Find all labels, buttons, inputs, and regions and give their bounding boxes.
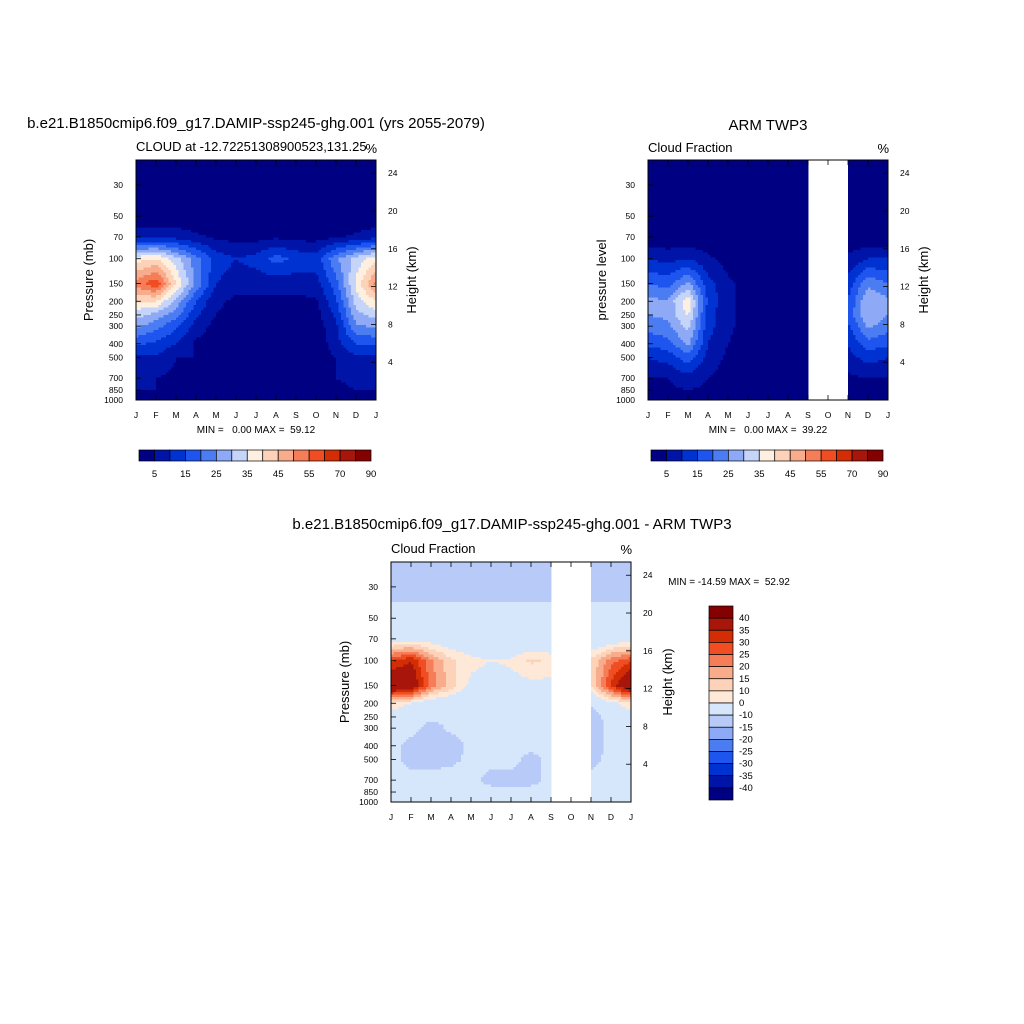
model-left-string: CLOUD at -12.72251308900523,131.25 (136, 139, 367, 154)
model-contour-plot (136, 160, 376, 400)
model-units: % (365, 141, 377, 156)
model-panel-title: b.e21.B1850cmip6.f09_g17.DAMIP-ssp245-gh… (27, 115, 485, 132)
model-panel: b.e21.B1850cmip6.f09_g17.DAMIP-ssp245-gh… (27, 115, 485, 480)
